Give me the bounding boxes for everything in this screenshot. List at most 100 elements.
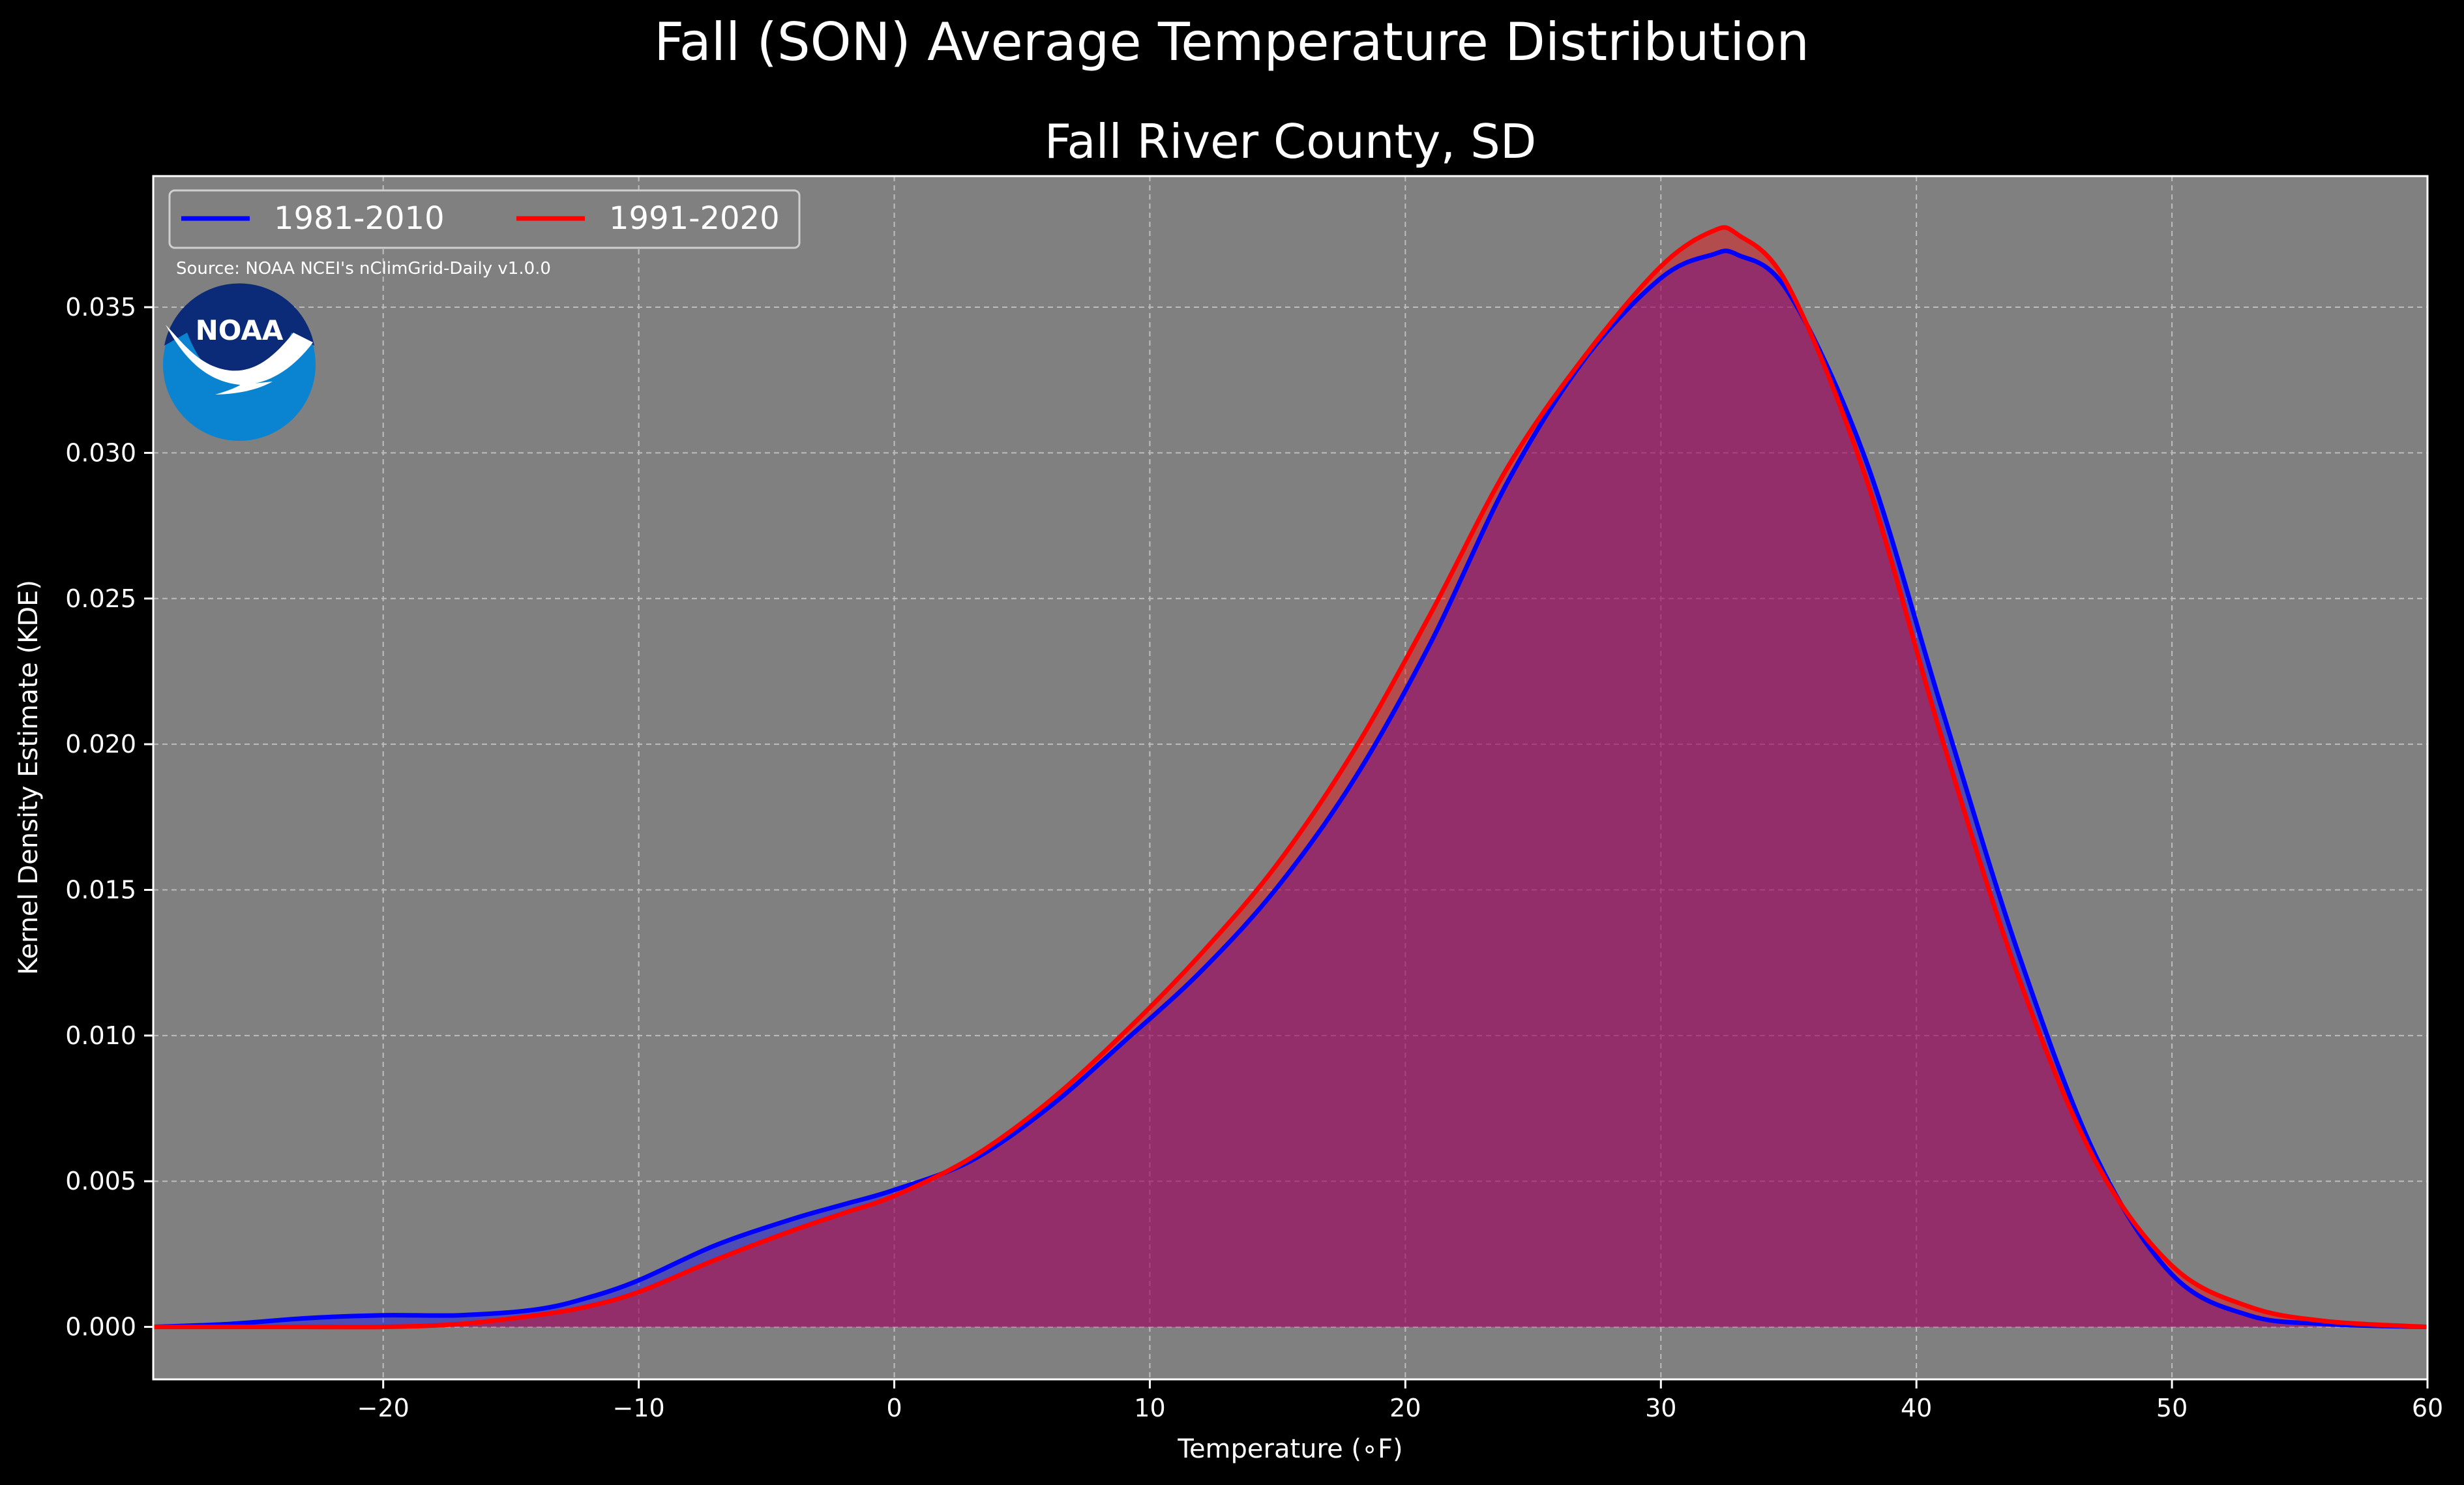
legend-label-1991-2020: 1991-2020 [609,200,780,237]
point-1991-2020 [1736,233,1739,235]
x-tick-label: 0 [886,1394,902,1422]
y-tick-label: 0.035 [65,293,136,322]
point-1991-2020 [970,1156,972,1159]
legend-label-1981-2010: 1981-2010 [274,200,445,237]
point-1991-2020 [1583,355,1586,358]
point-1981-2010 [586,1297,589,1299]
point-1991-2020 [1123,1031,1125,1034]
point-1991-2020 [2324,1320,2326,1323]
grid [153,176,2428,1379]
y-axis-label: Kernel Density Estimate (KDE) [14,580,44,975]
point-1981-2010 [1711,254,1714,256]
point-1991-2020 [638,1291,640,1293]
noaa-logo-gull [166,325,313,395]
x-tick-label: 50 [2156,1394,2188,1422]
x-axis-label: Temperature (∘F) [1177,1434,1403,1464]
point-1981-2010 [229,1323,231,1325]
point-1991-2020 [2017,976,2020,979]
point-1991-2020 [1659,265,1662,267]
y-tick-label: 0.000 [65,1313,136,1342]
point-1981-2010 [1506,481,1509,483]
point-1981-2010 [638,1279,640,1282]
point-1981-2010 [1430,641,1432,644]
x-tick-label: −10 [613,1394,665,1422]
point-1981-2010 [2248,1314,2250,1317]
point-1981-2010 [1353,778,1356,781]
series-fill-1981-2010 [153,250,2427,1327]
point-1981-2010 [305,1317,308,1319]
point-1981-2010 [1864,457,1867,460]
point-1981-2010 [1200,970,1202,973]
point-1981-2010 [1787,292,1790,294]
point-1991-2020 [714,1259,717,1261]
point-1981-2010 [791,1218,794,1220]
y-tick-label: 0.015 [65,875,136,904]
noaa-logo-text: NOAA [196,314,284,346]
point-1991-2020 [305,1326,308,1328]
point-1991-2020 [1200,953,1202,955]
point-1981-2010 [2171,1273,2173,1276]
point-1981-2010 [1940,708,1943,711]
legend-box [168,189,801,249]
point-1991-2020 [2094,1160,2097,1162]
point-1981-2010 [893,1189,896,1192]
noaa-logo: NOAA [163,283,316,441]
x-tick-label: 10 [1134,1394,1165,1422]
point-1991-2020 [458,1323,461,1325]
point-1991-2020 [1787,286,1790,288]
series-layer [153,225,2427,1330]
y-tick-label: 0.025 [65,584,136,613]
point-1981-2010 [714,1244,717,1247]
y-tick-label: 0.005 [65,1167,136,1195]
legend: 1981-2010 1991-2020 [168,189,801,249]
point-1981-2010 [2094,1154,2097,1156]
point-1981-2010 [1276,886,1279,888]
point-1981-2010 [2324,1323,2326,1325]
series-fill-1991-2020 [153,227,2427,1327]
figure-title: Fall (SON) Average Temperature Distribut… [654,12,1809,72]
point-1991-2020 [2248,1305,2250,1308]
point-1981-2010 [1123,1040,1125,1043]
point-1991-2020 [791,1229,794,1232]
plot-area [153,176,2427,1379]
point-1981-2010 [2017,953,2020,955]
x-tick-label: 30 [1645,1394,1676,1422]
y-tick-label: 0.010 [65,1021,136,1050]
point-1981-2010 [842,1203,844,1206]
point-1981-2010 [1659,277,1662,279]
point-1991-2020 [1046,1102,1049,1104]
x-tick-label: −20 [357,1394,409,1422]
x-tick-label: 60 [2412,1394,2443,1422]
point-1991-2020 [535,1314,538,1317]
point-1991-2020 [893,1195,896,1197]
series-line-1981-2010 [153,248,2427,1330]
x-tick-label: 20 [1389,1394,1421,1422]
y-tick-label: 0.020 [65,730,136,758]
series-line-1991-2020 [153,225,2427,1330]
point-1991-2020 [2171,1265,2173,1267]
axes-ticks: −20 −10 0 10 20 30 40 50 60 0.000 0.005 0.010 0.015 0… [65,293,2443,1422]
point-1981-2010 [382,1314,385,1317]
y-tick-label: 0.030 [65,438,136,467]
point-1991-2020 [842,1212,844,1214]
point-1991-2020 [1353,749,1356,751]
point-1981-2010 [1046,1107,1049,1110]
point-1981-2010 [970,1160,972,1162]
chart-subtitle: Fall River County, SD [1045,114,1537,169]
point-1981-2010 [458,1314,461,1317]
point-1991-2020 [1940,737,1943,740]
point-1991-2020 [1430,612,1432,614]
point-1991-2020 [382,1326,385,1328]
point-1991-2020 [229,1326,231,1328]
point-1981-2010 [535,1308,538,1311]
point-1981-2010 [1583,358,1586,361]
point-1991-2020 [1864,475,1867,477]
x-tick-label: 40 [1901,1394,1932,1422]
point-1991-2020 [586,1305,589,1308]
point-1991-2020 [1506,466,1509,469]
point-1991-2020 [1711,230,1714,233]
plot-frame [152,175,2429,1381]
point-1991-2020 [1276,862,1279,865]
source-note: Source: NOAA NCEI's nClimGrid-Daily v1.0… [176,259,551,278]
